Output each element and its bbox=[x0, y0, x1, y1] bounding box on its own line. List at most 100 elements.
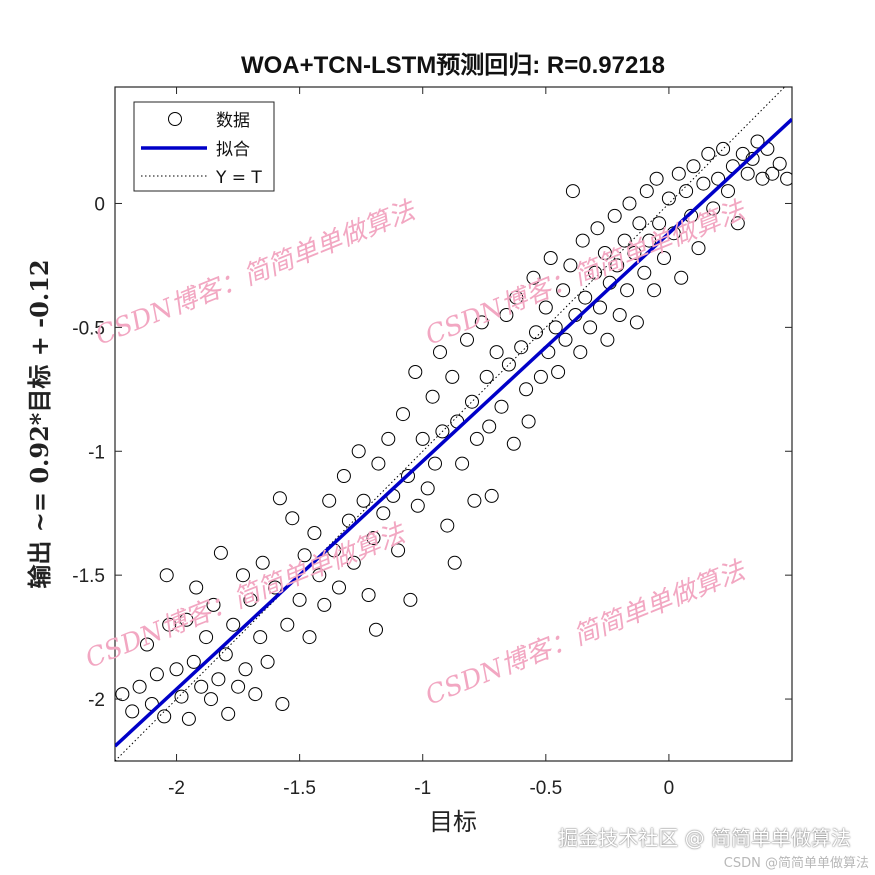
data-point bbox=[686, 159, 701, 174]
data-point bbox=[597, 246, 612, 260]
data-point bbox=[460, 332, 474, 347]
data-point bbox=[755, 171, 770, 186]
data-point bbox=[629, 315, 644, 330]
data-point bbox=[588, 265, 603, 280]
data-point bbox=[691, 241, 706, 256]
data-point bbox=[428, 456, 442, 471]
data-point bbox=[745, 151, 760, 166]
data-point bbox=[558, 332, 573, 347]
y-axis-label: 输出 ~= 0.92*目标 + -0.12 bbox=[25, 259, 54, 588]
data-point bbox=[447, 555, 462, 570]
data-point bbox=[509, 290, 524, 305]
data-point bbox=[494, 399, 509, 414]
data-point bbox=[420, 481, 435, 496]
data-point bbox=[730, 216, 745, 231]
data-point bbox=[401, 469, 415, 483]
data-point bbox=[140, 637, 154, 652]
data-point bbox=[410, 498, 425, 513]
data-point bbox=[255, 555, 270, 570]
data-point bbox=[248, 687, 263, 702]
data-point bbox=[125, 704, 140, 719]
data-point bbox=[238, 662, 253, 677]
data-point bbox=[701, 146, 716, 161]
data-point bbox=[425, 389, 440, 404]
data-point bbox=[750, 134, 765, 149]
data-point bbox=[474, 315, 489, 330]
data-point bbox=[408, 365, 423, 379]
data-point bbox=[159, 568, 174, 583]
data-point bbox=[351, 444, 366, 459]
data-point bbox=[706, 201, 721, 216]
data-point bbox=[285, 511, 300, 526]
data-point bbox=[529, 325, 543, 340]
data-point bbox=[396, 407, 410, 422]
data-point bbox=[369, 622, 383, 637]
data-point bbox=[637, 265, 652, 280]
data-point bbox=[415, 431, 430, 446]
data-point bbox=[132, 679, 147, 694]
x-axis-label: 目标 bbox=[429, 808, 477, 836]
data-point bbox=[696, 176, 711, 191]
data-point bbox=[206, 597, 221, 612]
data-point bbox=[684, 208, 699, 223]
data-point bbox=[538, 300, 553, 315]
data-point bbox=[590, 221, 605, 236]
data-point bbox=[312, 568, 327, 583]
data-point bbox=[600, 332, 615, 347]
footer-credit: CSDN @简简单单做算法 bbox=[723, 856, 869, 871]
data-point bbox=[657, 251, 671, 265]
data-point bbox=[433, 345, 447, 360]
y-tick-label: -2 bbox=[88, 690, 105, 711]
data-point bbox=[194, 679, 209, 694]
x-tick-label: -0.5 bbox=[529, 778, 562, 799]
data-point bbox=[551, 365, 566, 379]
data-point bbox=[204, 692, 218, 707]
data-point bbox=[627, 246, 642, 260]
data-point bbox=[506, 436, 521, 451]
data-point bbox=[221, 706, 236, 721]
data-point bbox=[469, 431, 484, 446]
data-point bbox=[371, 456, 386, 471]
data-point bbox=[292, 592, 307, 607]
data-point bbox=[489, 345, 504, 360]
data-point bbox=[649, 171, 664, 186]
data-point bbox=[366, 531, 381, 545]
data-point bbox=[341, 513, 356, 528]
data-point bbox=[484, 488, 499, 503]
data-point bbox=[772, 156, 787, 171]
data-point bbox=[149, 667, 164, 682]
axis-ticks: -2 -1.5 -1 -0.5 0 -2 -1.5 -1 -0.5 0 bbox=[72, 87, 792, 799]
data-point bbox=[174, 689, 189, 704]
data-point bbox=[356, 493, 371, 508]
x-tick-label: -1.5 bbox=[283, 778, 316, 799]
data-point bbox=[647, 283, 662, 298]
data-point bbox=[575, 233, 590, 248]
data-point bbox=[260, 654, 275, 669]
data-point bbox=[735, 146, 750, 161]
data-point bbox=[671, 166, 686, 181]
data-point bbox=[322, 493, 337, 508]
x-tick-label: -1 bbox=[414, 778, 431, 799]
data-point bbox=[740, 166, 755, 181]
data-point bbox=[162, 617, 177, 632]
data-point bbox=[721, 184, 735, 199]
data-point bbox=[179, 612, 194, 627]
data-point bbox=[526, 270, 541, 285]
data-point bbox=[213, 545, 228, 560]
y-tick-label: -1 bbox=[88, 442, 105, 463]
data-point bbox=[218, 647, 233, 662]
data-point bbox=[231, 679, 246, 694]
data-point bbox=[679, 184, 694, 199]
data-point bbox=[199, 630, 214, 645]
data-point bbox=[272, 491, 287, 506]
data-point bbox=[253, 630, 268, 645]
y-tick-label: -1.5 bbox=[72, 566, 105, 587]
data-point bbox=[336, 469, 351, 483]
x-tick-label: 0 bbox=[664, 778, 675, 799]
data-point bbox=[639, 184, 654, 199]
data-point bbox=[211, 672, 226, 687]
data-point bbox=[716, 141, 731, 156]
data-point bbox=[642, 233, 657, 248]
data-point bbox=[765, 166, 780, 181]
